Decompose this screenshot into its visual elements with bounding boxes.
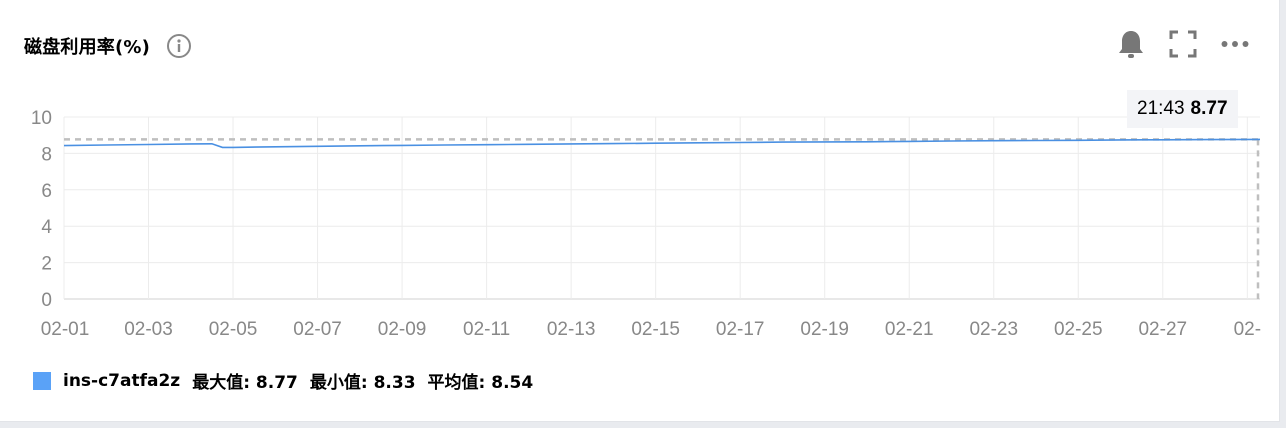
x-tick-label: 02-17 <box>716 319 765 340</box>
x-tick-label: 02-27 <box>1138 319 1187 340</box>
x-tick-label: 02-03 <box>124 319 173 340</box>
chart-actions <box>1117 30 1249 58</box>
chart-tooltip: 21:43 8.77 <box>1127 90 1238 128</box>
legend-min: 最小值: 8.33 <box>309 373 416 393</box>
x-tick-label: 02- <box>1234 319 1261 340</box>
y-tick-label: 6 <box>41 181 52 202</box>
x-tick-label: 02-13 <box>547 319 596 340</box>
y-tick-label: 2 <box>41 254 52 275</box>
x-tick-label: 02-01 <box>41 319 90 340</box>
y-tick-label: 4 <box>41 217 52 238</box>
fullscreen-icon[interactable] <box>1169 30 1197 58</box>
legend-swatch[interactable] <box>33 371 51 390</box>
chart-legend: ins-c7atfa2z 最大值: 8.77 最小值: 8.33 平均值: 8.… <box>33 368 533 393</box>
x-tick-label: 02-05 <box>209 319 258 340</box>
x-tick-label: 02-25 <box>1054 319 1103 340</box>
legend-max: 最大值: 8.77 <box>192 373 298 393</box>
x-tick-label: 02-09 <box>378 319 427 340</box>
y-tick-label: 8 <box>41 144 52 165</box>
tooltip-time: 21:43 <box>1137 98 1185 119</box>
x-tick-label: 02-21 <box>885 319 934 340</box>
line-chart[interactable]: 0 2 4 6 8 10 02-01 02-03 02-05 02-07 02-09 02-11 02-… <box>0 90 1280 352</box>
x-tick-label: 02-07 <box>293 319 342 340</box>
bell-icon[interactable] <box>1117 30 1145 58</box>
info-circle-icon[interactable] <box>166 33 192 59</box>
y-tick-label: 10 <box>31 108 52 129</box>
more-horizontal-icon[interactable] <box>1221 30 1249 58</box>
tooltip-value: 8.77 <box>1190 98 1228 119</box>
y-tick-label: 0 <box>41 290 52 311</box>
series-line <box>63 138 1261 149</box>
chart-header: 磁盘利用率(%) <box>24 28 192 64</box>
x-tick-label: 02-15 <box>631 319 680 340</box>
legend-avg: 平均值: 8.54 <box>427 373 534 393</box>
x-tick-label: 02-23 <box>969 319 1018 340</box>
x-tick-label: 02-19 <box>800 319 849 340</box>
x-tick-label: 02-11 <box>463 319 510 340</box>
legend-series-name[interactable]: ins-c7atfa2z <box>63 370 181 391</box>
chart-title: 磁盘利用率(%) <box>24 37 151 58</box>
